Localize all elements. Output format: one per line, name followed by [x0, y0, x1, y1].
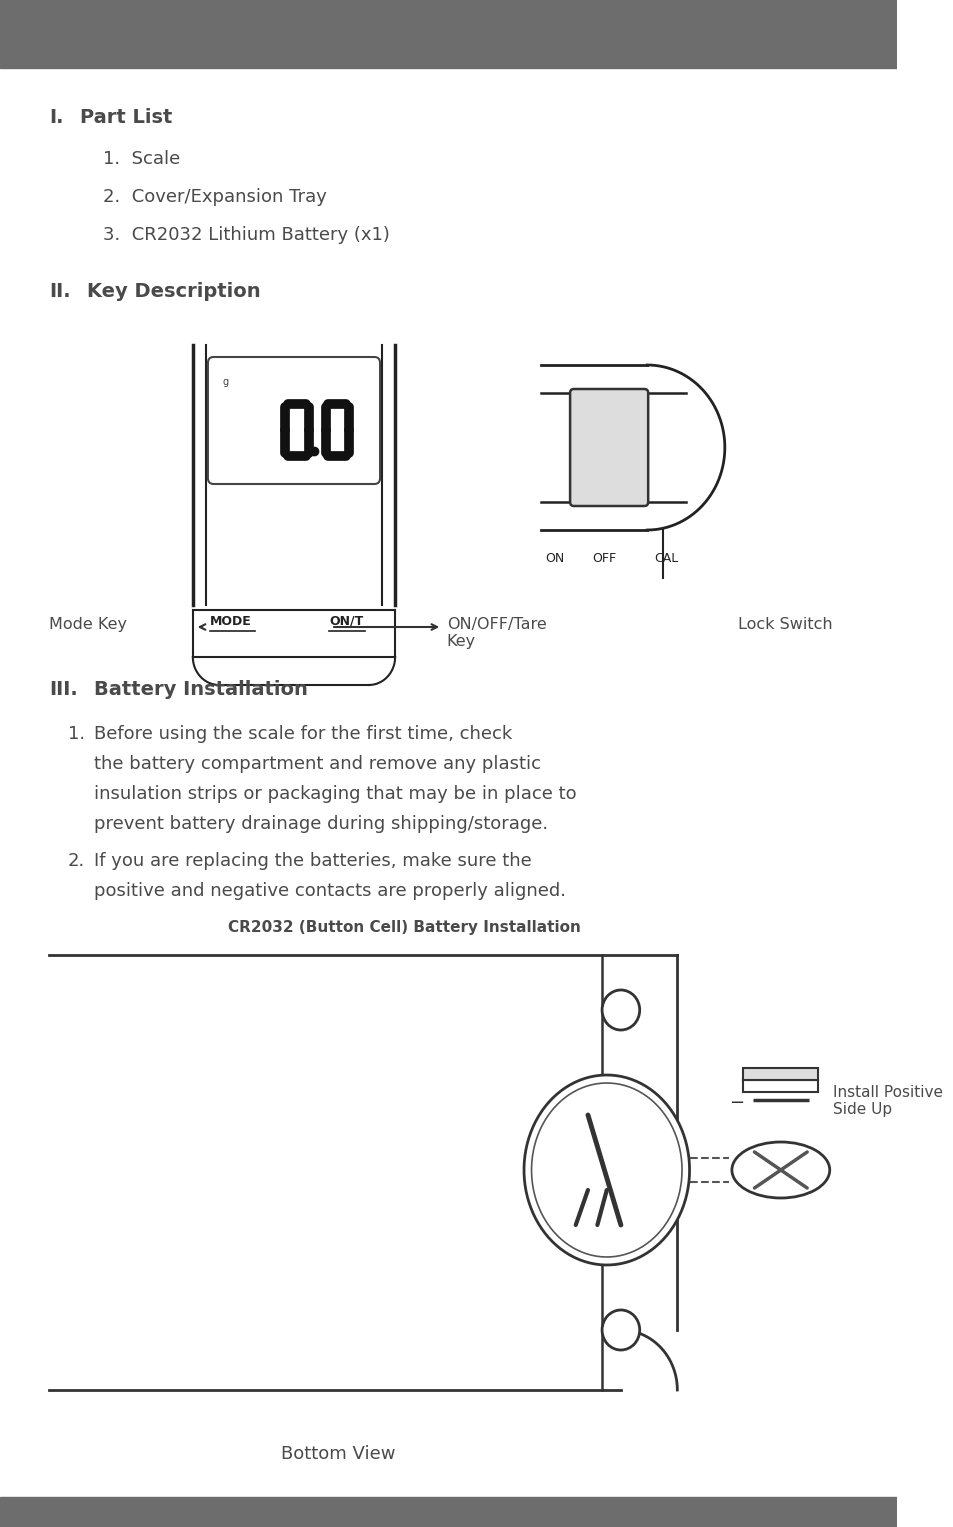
Text: ON: ON	[545, 551, 564, 565]
Text: 3.  CR2032 Lithium Battery (x1): 3. CR2032 Lithium Battery (x1)	[103, 226, 390, 244]
Text: prevent battery drainage during shipping/storage.: prevent battery drainage during shipping…	[94, 815, 548, 834]
Text: Key Description: Key Description	[87, 282, 260, 301]
Text: III.: III.	[49, 680, 77, 699]
Text: Install Positive
Side Up: Install Positive Side Up	[832, 1086, 942, 1118]
Text: insulation strips or packaging that may be in place to: insulation strips or packaging that may …	[94, 785, 577, 803]
Ellipse shape	[731, 1142, 829, 1199]
Text: ON/OFF/Tare
Key: ON/OFF/Tare Key	[446, 617, 546, 649]
Text: −: −	[728, 1093, 743, 1112]
Text: Lock Switch: Lock Switch	[738, 617, 832, 632]
Text: Mode Key: Mode Key	[49, 617, 127, 632]
Text: Part List: Part List	[80, 108, 172, 127]
Text: ON/T: ON/T	[329, 615, 363, 628]
Polygon shape	[523, 1075, 689, 1264]
Text: Before using the scale for the first time, check: Before using the scale for the first tim…	[94, 725, 512, 744]
Text: g: g	[223, 377, 229, 386]
FancyBboxPatch shape	[208, 357, 379, 484]
Text: positive and negative contacts are properly aligned.: positive and negative contacts are prope…	[94, 883, 565, 899]
Text: CAL: CAL	[653, 551, 678, 565]
Polygon shape	[531, 1083, 681, 1257]
FancyBboxPatch shape	[742, 1067, 818, 1080]
Text: MODE: MODE	[210, 615, 252, 628]
Text: 2.: 2.	[68, 852, 85, 870]
Text: CR2032 (Button Cell) Battery Installation: CR2032 (Button Cell) Battery Installatio…	[228, 919, 580, 935]
Text: II.: II.	[49, 282, 71, 301]
Text: 1.: 1.	[68, 725, 85, 744]
Text: OFF: OFF	[592, 551, 617, 565]
Bar	[0, 0, 897, 69]
Circle shape	[601, 1310, 639, 1350]
Bar	[0, 1496, 897, 1527]
Text: I.: I.	[49, 108, 63, 127]
Text: +: +	[772, 1064, 788, 1084]
Text: 2.  Cover/Expansion Tray: 2. Cover/Expansion Tray	[103, 188, 327, 206]
Text: If you are replacing the batteries, make sure the: If you are replacing the batteries, make…	[94, 852, 531, 870]
Text: Battery Installation: Battery Installation	[94, 680, 308, 699]
FancyBboxPatch shape	[570, 389, 647, 505]
Text: 1.  Scale: 1. Scale	[103, 150, 180, 168]
Circle shape	[601, 989, 639, 1031]
Text: Bottom View: Bottom View	[281, 1445, 395, 1463]
Text: the battery compartment and remove any plastic: the battery compartment and remove any p…	[94, 754, 540, 773]
